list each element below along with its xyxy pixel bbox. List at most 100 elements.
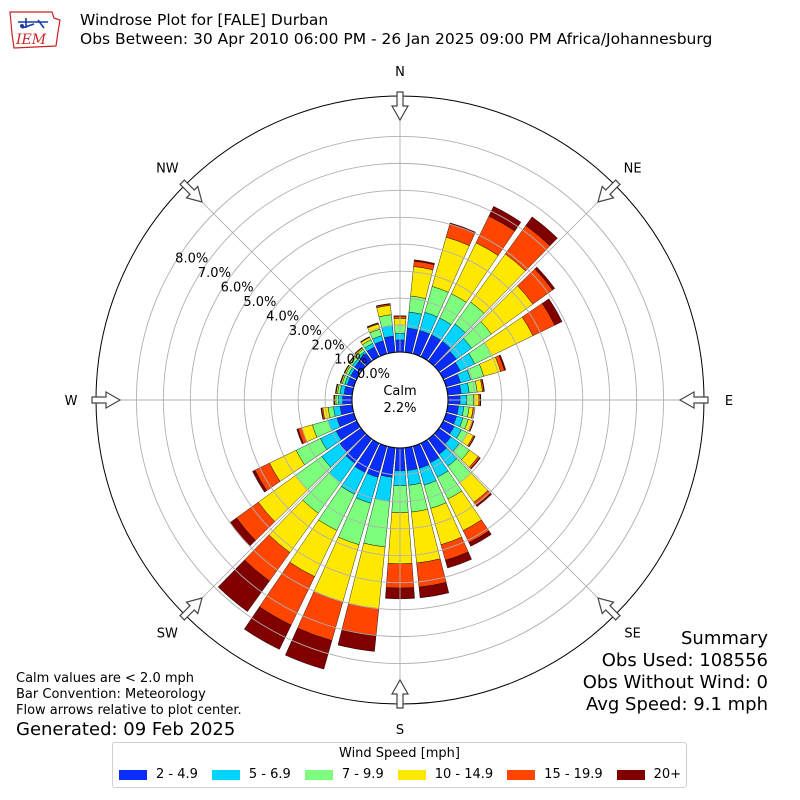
bar-segment bbox=[252, 469, 267, 493]
bar-segment bbox=[498, 354, 507, 371]
legend-label: 5 - 6.9 bbox=[248, 767, 291, 782]
note-flow: Flow arrows relative to plot center. bbox=[16, 703, 242, 718]
legend-items: 2 - 4.9 5 - 6.9 7 - 9.9 10 - 14.9 15 - 19.9 2… bbox=[119, 767, 695, 782]
direction-label: NW bbox=[156, 161, 179, 176]
legend-label: 10 - 14.9 bbox=[434, 767, 494, 782]
bar-segment bbox=[375, 303, 391, 307]
direction-label: N bbox=[395, 65, 405, 80]
bar-segment bbox=[468, 435, 476, 448]
bar-segment bbox=[418, 582, 450, 599]
bar-segment bbox=[285, 627, 333, 670]
bar-segment bbox=[339, 404, 354, 415]
generated-date: Generated: 09 Feb 2025 bbox=[16, 719, 236, 740]
calm-circle bbox=[351, 351, 449, 449]
radial-tick-label: 3.0% bbox=[289, 324, 322, 339]
bar-segment bbox=[413, 259, 435, 265]
summary-title: Summary bbox=[681, 628, 768, 649]
legend: Wind Speed [mph] 2 - 4.9 5 - 6.9 7 - 9.9 10… bbox=[112, 742, 687, 788]
direction-label: W bbox=[65, 394, 78, 409]
flow-arrow-icon bbox=[597, 179, 621, 203]
iem-logo: IEM bbox=[9, 11, 61, 49]
bar-segment bbox=[445, 551, 472, 569]
direction-label: SE bbox=[624, 627, 640, 642]
legend-item: 10 - 14.9 bbox=[397, 767, 494, 782]
bar-segment bbox=[360, 336, 370, 343]
legend-label: 7 - 9.9 bbox=[341, 767, 384, 782]
bar-segment bbox=[534, 266, 556, 291]
flow-arrow-icon bbox=[678, 390, 709, 410]
bar-segment bbox=[470, 457, 481, 470]
radial-tick-label: 0.0% bbox=[357, 367, 390, 382]
grid-spoke bbox=[184, 433, 367, 616]
chart-subtitle: Obs Between: 30 Apr 2010 06:00 PM - 26 J… bbox=[80, 30, 713, 48]
grid-spoke bbox=[433, 184, 616, 367]
flow-arrow-icon bbox=[390, 91, 410, 122]
summary-obs-without-wind: Obs Without Wind: 0 bbox=[582, 672, 768, 693]
direction-label: SW bbox=[157, 627, 178, 642]
direction-label: NE bbox=[624, 161, 642, 176]
flow-arrow-icon bbox=[91, 390, 122, 410]
bar-segment bbox=[339, 374, 344, 384]
radial-tick-label: 2.0% bbox=[312, 338, 345, 353]
summary-box: Summary Obs Used: 108556 Obs Without Win… bbox=[583, 628, 768, 716]
bar-segment bbox=[541, 298, 563, 326]
flow-arrow-icon bbox=[390, 678, 410, 709]
radial-tick-labels: 0.0%1.0%2.0%3.0%4.0%5.0%6.0%7.0%8.0% bbox=[175, 251, 390, 382]
bar-segment bbox=[217, 559, 270, 612]
bar-segment bbox=[410, 266, 434, 299]
flow-arrow-icon bbox=[179, 597, 203, 621]
legend-swatch bbox=[616, 769, 645, 780]
legend-swatch bbox=[119, 769, 147, 780]
radial-tick-label: 4.0% bbox=[266, 309, 299, 324]
bar-segment bbox=[525, 216, 558, 247]
svg-text:IEM: IEM bbox=[15, 32, 47, 48]
bar-segment bbox=[354, 347, 363, 354]
direction-labels: N NE E SE S SW W NW bbox=[65, 65, 734, 738]
note-convention: Bar Convention: Meteorology bbox=[16, 687, 206, 702]
bar-segment bbox=[296, 428, 304, 445]
legend-label: 20+ bbox=[653, 767, 682, 782]
bar-segment bbox=[446, 404, 459, 415]
note-calm: Calm values are < 2.0 mph bbox=[16, 671, 195, 686]
radial-tick-label: 6.0% bbox=[221, 280, 254, 295]
bar-segment bbox=[366, 322, 379, 328]
bar-segment bbox=[343, 364, 349, 374]
bar-segment bbox=[335, 383, 338, 394]
radial-tick-label: 1.0% bbox=[334, 353, 367, 368]
summary-obs-used: Obs Used: 108556 bbox=[601, 650, 768, 671]
direction-label: E bbox=[725, 394, 733, 409]
bar-segment bbox=[406, 468, 422, 486]
legend-swatch bbox=[397, 769, 426, 780]
flow-arrow-icon bbox=[597, 597, 621, 621]
legend-item: 15 - 19.9 bbox=[507, 767, 603, 782]
radial-tick-label: 8.0% bbox=[175, 251, 208, 266]
flow-arrow-icon bbox=[179, 179, 203, 203]
bar-segment bbox=[348, 355, 355, 364]
radial-tick-label: 5.0% bbox=[243, 295, 276, 310]
direction-arrows bbox=[91, 91, 709, 709]
bar-segment bbox=[469, 420, 475, 432]
radial-tick-label: 7.0% bbox=[198, 266, 231, 281]
bar-segment bbox=[481, 378, 485, 392]
legend-label: 15 - 19.9 bbox=[544, 767, 603, 782]
legend-item: 7 - 9.9 bbox=[304, 767, 384, 782]
chart-notes: Calm values are < 2.0 mph Bar Convention… bbox=[16, 671, 242, 719]
direction-label: S bbox=[396, 723, 404, 738]
chart-title: Windrose Plot for [FALE] Durban bbox=[80, 11, 329, 29]
legend-swatch bbox=[304, 769, 333, 780]
bar-segment bbox=[446, 384, 462, 396]
summary-avg-speed: Avg Speed: 9.1 mph bbox=[586, 694, 768, 715]
bar-segment bbox=[320, 407, 324, 420]
bar-segment bbox=[475, 493, 492, 507]
calm-label: Calm bbox=[383, 384, 416, 399]
calm-center: Calm 2.2% bbox=[383, 384, 416, 416]
grid-spoke bbox=[433, 433, 616, 616]
bar-segment bbox=[468, 530, 492, 547]
calm-value: 2.2% bbox=[383, 401, 416, 416]
legend-item: 20+ bbox=[616, 767, 682, 782]
bar-segment bbox=[416, 558, 447, 588]
legend-title: Wind Speed [mph] bbox=[339, 746, 460, 761]
legend-item: 5 - 6.9 bbox=[211, 767, 291, 782]
legend-swatch bbox=[211, 769, 240, 780]
